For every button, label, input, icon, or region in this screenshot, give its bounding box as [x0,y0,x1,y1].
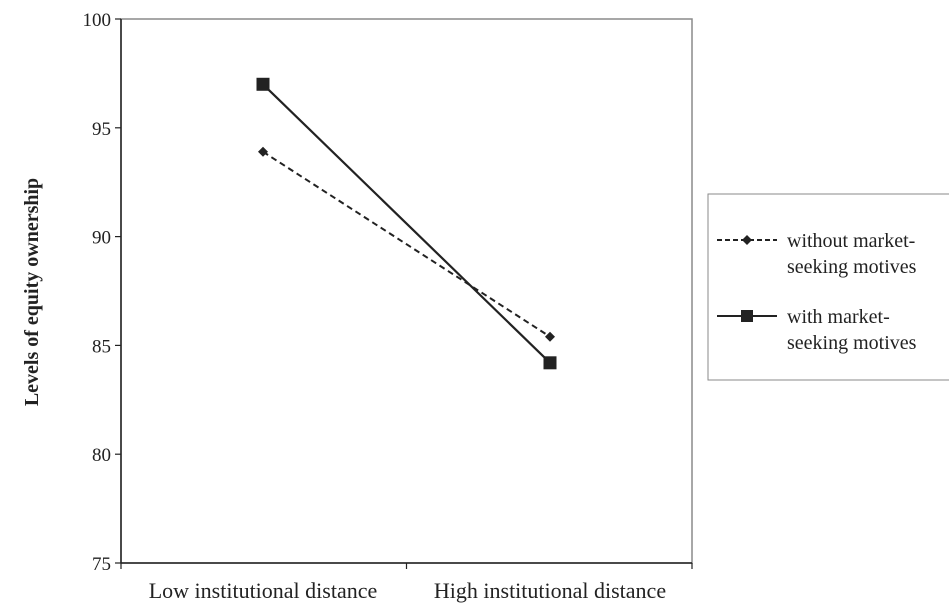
data-point-diamond [545,331,555,342]
legend-label: with market- [787,306,890,328]
y-tick-label: 85 [92,336,111,357]
legend-label: without market- [787,230,915,252]
y-tick-label: 95 [92,119,111,140]
data-point-diamond [258,146,268,157]
legend-label: seeking motives [787,332,917,354]
legend-marker-diamond [742,235,752,245]
plot-area [120,18,693,564]
data-point-square [256,77,270,91]
y-tick-label: 90 [92,228,111,249]
y-tick-label: 80 [92,445,111,466]
x-category-label-high: High institutional distance [434,578,666,603]
y-tick-label: 100 [83,10,112,31]
data-point-square [543,356,557,370]
series-line-1 [262,83,551,364]
x-category-label-low: Low institutional distance [149,578,378,603]
legend-label: seeking motives [787,256,917,278]
y-tick-label: 75 [92,554,111,575]
y-axis-title: Levels of equity ownership [21,178,43,406]
legend-marker-square [741,310,753,322]
series-line-0 [262,150,551,338]
legend-box [707,193,949,381]
